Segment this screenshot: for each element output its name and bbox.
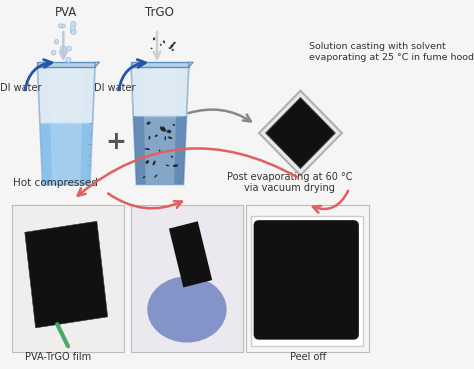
Polygon shape — [25, 221, 108, 328]
Ellipse shape — [173, 164, 178, 167]
FancyBboxPatch shape — [254, 220, 359, 339]
Ellipse shape — [173, 124, 175, 126]
Ellipse shape — [43, 122, 90, 125]
Ellipse shape — [160, 127, 163, 130]
Ellipse shape — [163, 40, 165, 44]
Ellipse shape — [145, 148, 150, 150]
Circle shape — [71, 30, 76, 35]
Ellipse shape — [159, 149, 160, 152]
Ellipse shape — [151, 48, 153, 49]
Text: DI water: DI water — [94, 83, 136, 93]
FancyBboxPatch shape — [246, 205, 369, 352]
Ellipse shape — [136, 115, 184, 118]
Ellipse shape — [153, 37, 155, 40]
Circle shape — [55, 39, 59, 44]
Circle shape — [70, 26, 75, 31]
Polygon shape — [133, 116, 187, 184]
Ellipse shape — [168, 137, 173, 139]
Circle shape — [71, 29, 75, 34]
Bar — [131, 62, 189, 67]
Ellipse shape — [166, 165, 169, 166]
Circle shape — [67, 46, 72, 51]
Polygon shape — [259, 91, 342, 175]
Ellipse shape — [170, 44, 174, 48]
FancyArrowPatch shape — [108, 193, 182, 208]
Text: Hot compressed: Hot compressed — [13, 177, 98, 188]
Polygon shape — [189, 62, 193, 67]
Ellipse shape — [172, 49, 174, 51]
Text: Peel off: Peel off — [290, 352, 326, 362]
FancyArrowPatch shape — [78, 148, 298, 196]
Polygon shape — [143, 67, 177, 184]
Text: DI water: DI water — [0, 83, 42, 93]
Polygon shape — [131, 67, 189, 184]
Polygon shape — [169, 221, 212, 287]
Text: PVA-TrGO film: PVA-TrGO film — [25, 352, 91, 362]
Circle shape — [60, 46, 66, 52]
Polygon shape — [49, 67, 83, 184]
Polygon shape — [265, 97, 336, 169]
Ellipse shape — [146, 160, 149, 164]
FancyBboxPatch shape — [251, 217, 363, 345]
Ellipse shape — [168, 47, 172, 49]
Ellipse shape — [166, 130, 172, 133]
FancyArrowPatch shape — [119, 59, 146, 90]
Ellipse shape — [147, 276, 227, 342]
Circle shape — [51, 50, 56, 55]
Text: Post evaporating at 60 °C
via vacuum drying: Post evaporating at 60 °C via vacuum dry… — [227, 172, 353, 193]
Ellipse shape — [169, 129, 170, 134]
FancyArrowPatch shape — [313, 191, 348, 213]
Ellipse shape — [161, 128, 166, 132]
Text: PVA: PVA — [55, 6, 77, 19]
Bar — [37, 62, 95, 67]
Ellipse shape — [162, 126, 165, 130]
Circle shape — [59, 24, 63, 28]
FancyBboxPatch shape — [131, 205, 243, 352]
Circle shape — [61, 24, 65, 28]
Text: TrGO: TrGO — [146, 6, 174, 19]
FancyArrowPatch shape — [189, 110, 251, 121]
Polygon shape — [37, 67, 95, 184]
Text: Solution casting with solvent
evaporating at 25 °C in fume hood: Solution casting with solvent evaporatin… — [310, 42, 474, 62]
Ellipse shape — [148, 136, 150, 140]
FancyArrowPatch shape — [25, 59, 52, 90]
Ellipse shape — [171, 155, 173, 158]
Ellipse shape — [155, 135, 158, 137]
Circle shape — [71, 21, 76, 27]
Ellipse shape — [153, 161, 155, 166]
Ellipse shape — [160, 44, 162, 46]
Ellipse shape — [154, 175, 157, 178]
FancyBboxPatch shape — [12, 205, 124, 352]
Ellipse shape — [164, 136, 166, 140]
Circle shape — [66, 58, 71, 63]
Ellipse shape — [146, 121, 151, 125]
Ellipse shape — [173, 42, 176, 45]
Ellipse shape — [143, 176, 146, 178]
Polygon shape — [40, 123, 92, 184]
Text: +: + — [105, 130, 126, 154]
Polygon shape — [95, 62, 100, 67]
